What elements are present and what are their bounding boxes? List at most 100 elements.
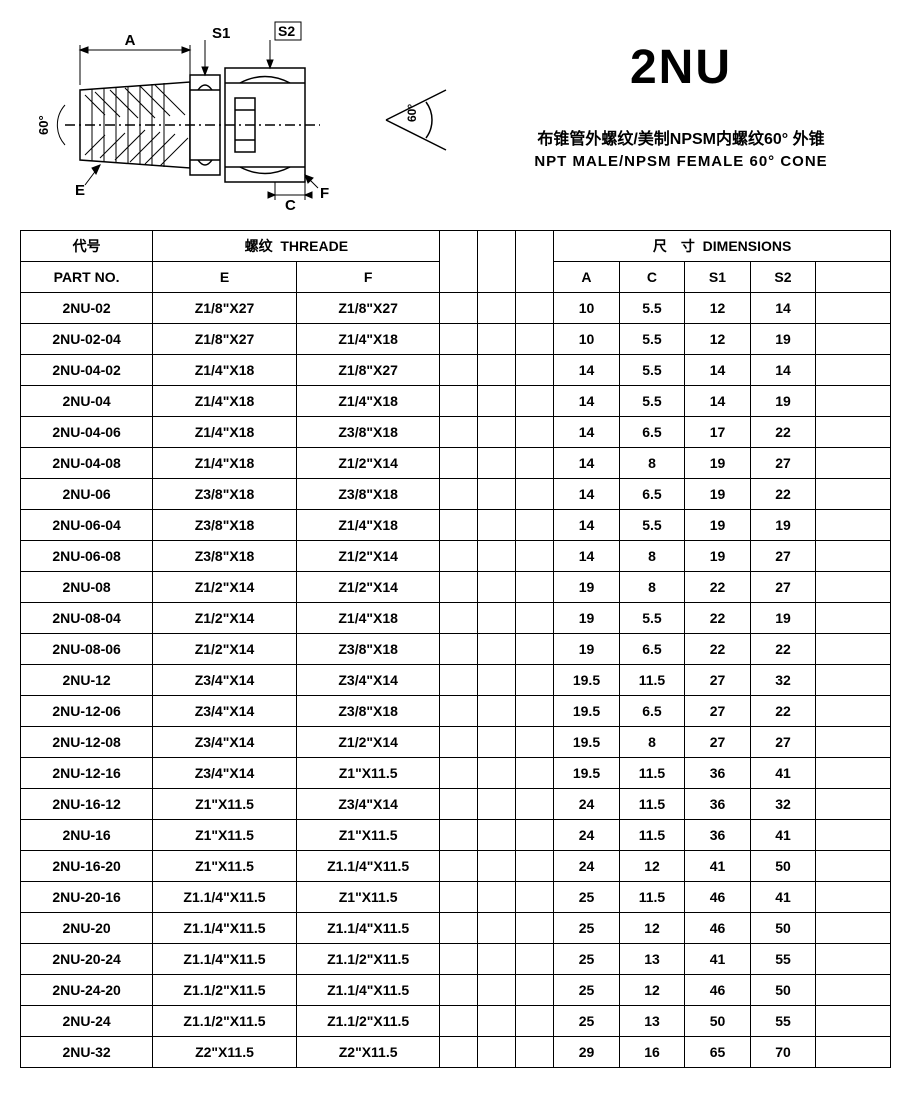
cell-e: Z1.1/4"X11.5: [153, 882, 297, 913]
cell-blank: [816, 324, 891, 355]
cell-a: 19: [554, 634, 620, 665]
cell-s1: 19: [685, 479, 751, 510]
cell-blank: [816, 944, 891, 975]
cell-blank: [440, 1037, 478, 1068]
cell-s1: 27: [685, 696, 751, 727]
cell-part: 2NU-12-16: [21, 758, 153, 789]
hdr-e: E: [153, 262, 297, 293]
cell-blank: [516, 944, 554, 975]
cell-c: 5.5: [619, 386, 685, 417]
cell-part: 2NU-32: [21, 1037, 153, 1068]
cell-blank: [440, 572, 478, 603]
cell-blank: [440, 634, 478, 665]
cell-blank: [478, 448, 516, 479]
cell-f: Z1/8"X27: [296, 355, 440, 386]
cell-part: 2NU-04: [21, 386, 153, 417]
cell-s2: 41: [750, 758, 816, 789]
hdr-blank2: [478, 231, 516, 293]
cell-blank: [478, 696, 516, 727]
cell-s1: 22: [685, 603, 751, 634]
cell-blank: [440, 882, 478, 913]
cell-blank: [440, 603, 478, 634]
hdr-part-cn: 代号: [21, 231, 153, 262]
cell-blank: [478, 882, 516, 913]
cell-s2: 22: [750, 479, 816, 510]
cell-a: 14: [554, 541, 620, 572]
table-row: 2NU-20-16Z1.1/4"X11.5Z1"X11.52511.54641: [21, 882, 891, 913]
cell-a: 14: [554, 479, 620, 510]
table-row: 2NU-04-08Z1/4"X18Z1/2"X141481927: [21, 448, 891, 479]
cell-blank: [516, 448, 554, 479]
cell-s1: 19: [685, 510, 751, 541]
cell-e: Z1/2"X14: [153, 634, 297, 665]
cell-a: 29: [554, 1037, 620, 1068]
cell-f: Z1.1/4"X11.5: [296, 851, 440, 882]
cell-blank: [440, 789, 478, 820]
cell-e: Z2"X11.5: [153, 1037, 297, 1068]
cell-blank: [816, 572, 891, 603]
cell-s1: 36: [685, 789, 751, 820]
cell-f: Z1/4"X18: [296, 324, 440, 355]
cell-a: 25: [554, 1006, 620, 1037]
cell-blank: [478, 1037, 516, 1068]
cell-blank: [478, 634, 516, 665]
cell-a: 14: [554, 386, 620, 417]
cell-a: 19.5: [554, 758, 620, 789]
cell-blank: [816, 820, 891, 851]
cone-angle-diagram: 60°: [376, 20, 456, 165]
cell-s1: 41: [685, 851, 751, 882]
cell-a: 24: [554, 820, 620, 851]
cell-e: Z1/8"X27: [153, 293, 297, 324]
cell-blank: [816, 634, 891, 665]
cell-s2: 14: [750, 355, 816, 386]
table-row: 2NU-24-20Z1.1/2"X11.5Z1.1/4"X11.52512465…: [21, 975, 891, 1006]
header-area: A S1 S2 E: [20, 20, 891, 210]
cell-blank: [440, 727, 478, 758]
cell-blank: [516, 386, 554, 417]
cell-blank: [478, 913, 516, 944]
cell-a: 19: [554, 603, 620, 634]
subtitle-en: NPT MALE/NPSM FEMALE 60° CONE: [471, 153, 891, 170]
cell-part: 2NU-12-08: [21, 727, 153, 758]
cell-s1: 17: [685, 417, 751, 448]
cell-blank: [478, 944, 516, 975]
cell-e: Z1/4"X18: [153, 417, 297, 448]
cell-blank: [516, 355, 554, 386]
cell-c: 13: [619, 944, 685, 975]
label-s2: S2: [278, 23, 295, 39]
cell-c: 8: [619, 541, 685, 572]
cell-c: 12: [619, 975, 685, 1006]
cell-s1: 27: [685, 727, 751, 758]
cell-s2: 22: [750, 417, 816, 448]
cell-blank: [516, 851, 554, 882]
cell-part: 2NU-12-06: [21, 696, 153, 727]
cell-blank: [516, 975, 554, 1006]
cell-blank: [816, 479, 891, 510]
cell-c: 8: [619, 572, 685, 603]
table-row: 2NU-12-06Z3/4"X14Z3/8"X1819.56.52722: [21, 696, 891, 727]
cell-blank: [516, 696, 554, 727]
cell-a: 24: [554, 851, 620, 882]
cell-e: Z1.1/4"X11.5: [153, 944, 297, 975]
cell-s2: 55: [750, 1006, 816, 1037]
cell-s1: 46: [685, 975, 751, 1006]
cell-blank: [478, 386, 516, 417]
cell-s2: 41: [750, 882, 816, 913]
table-row: 2NU-06-08Z3/8"X18Z1/2"X141481927: [21, 541, 891, 572]
title-block: 2NU 布锥管外螺纹/美制NPSM内螺纹60° 外锥 NPT MALE/NPSM…: [471, 20, 891, 170]
table-row: 2NU-32Z2"X11.5Z2"X11.529166570: [21, 1037, 891, 1068]
cell-c: 8: [619, 448, 685, 479]
cell-f: Z1.1/2"X11.5: [296, 1006, 440, 1037]
cell-s2: 22: [750, 634, 816, 665]
cell-s2: 32: [750, 665, 816, 696]
cell-s2: 41: [750, 820, 816, 851]
cell-blank: [478, 789, 516, 820]
cell-a: 14: [554, 355, 620, 386]
dimensions-table: 代号 螺纹 THREADE 尺 寸 DIMENSIONS PART NO. E …: [20, 230, 891, 1068]
cell-blank: [816, 386, 891, 417]
cell-part: 2NU-04-08: [21, 448, 153, 479]
cell-blank: [478, 820, 516, 851]
cell-f: Z3/4"X14: [296, 789, 440, 820]
cell-e: Z3/4"X14: [153, 758, 297, 789]
cell-blank: [440, 386, 478, 417]
